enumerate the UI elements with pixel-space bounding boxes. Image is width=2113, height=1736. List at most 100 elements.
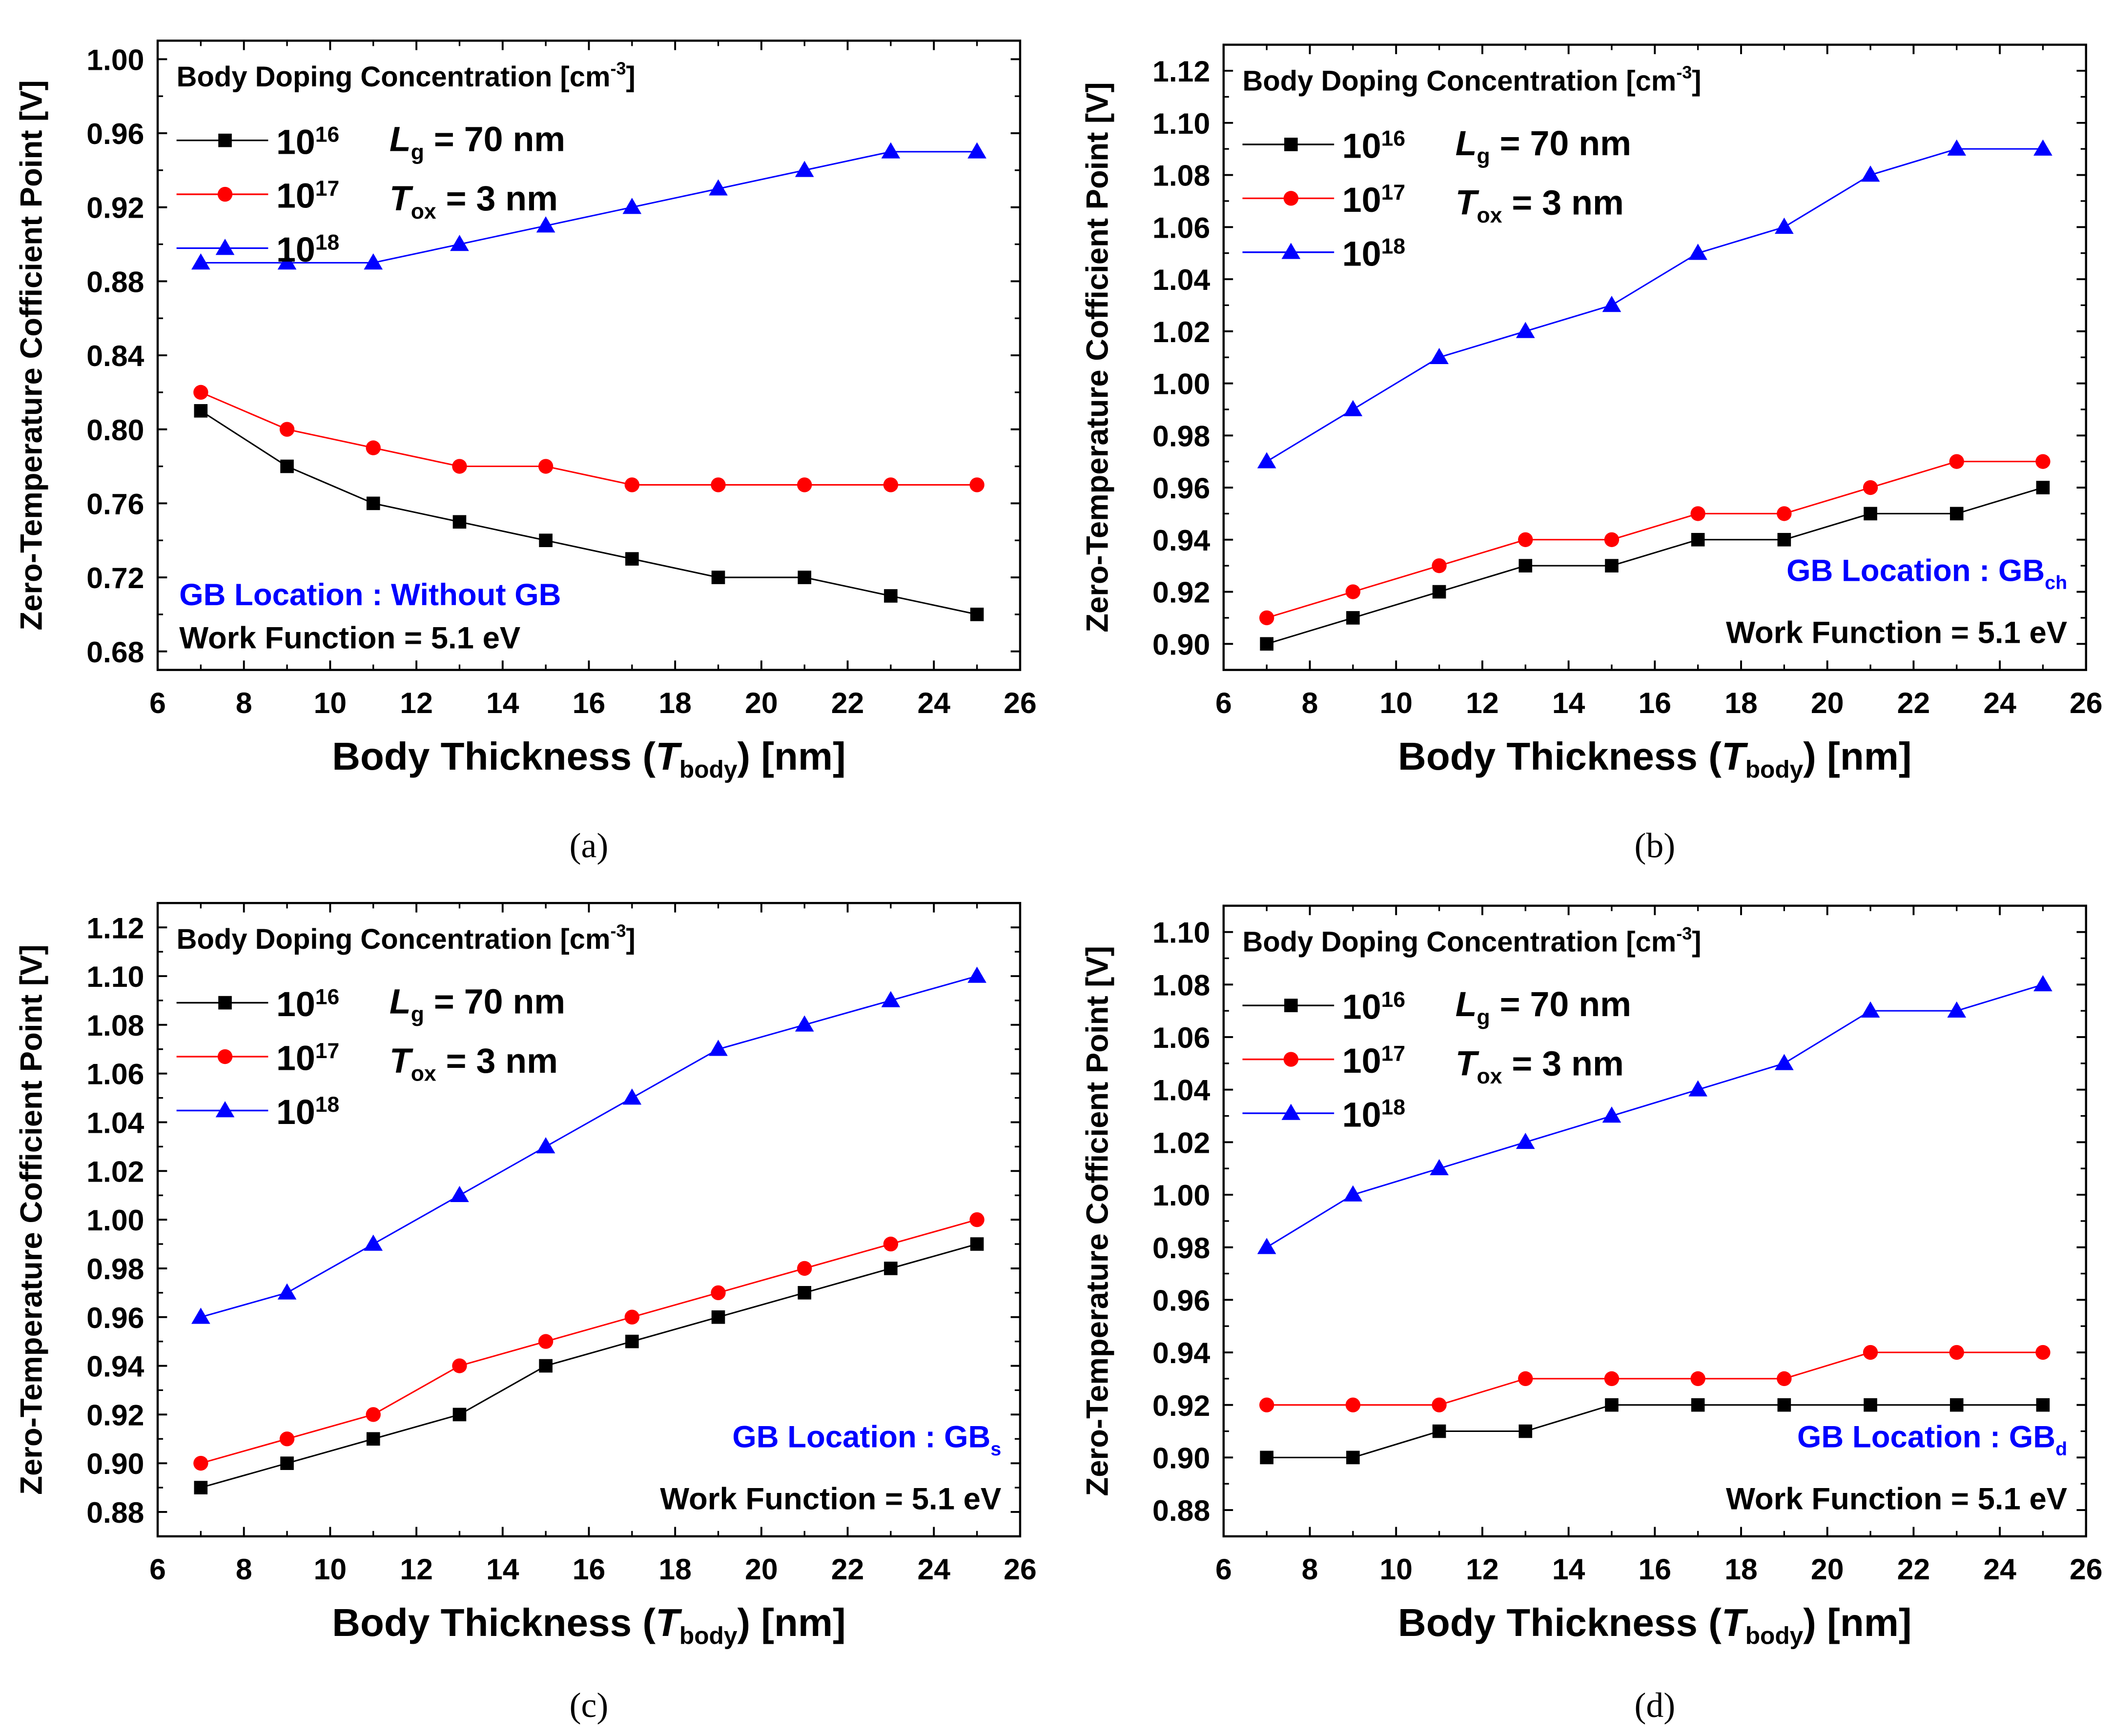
- data-point-triangle: [1861, 1001, 1880, 1018]
- gate-length-label-part: = 70 nm: [1490, 124, 1631, 163]
- x-tick-label-part: 24: [1983, 686, 2016, 719]
- x-tick-label-part: 20: [745, 686, 778, 719]
- y-tick-label-part: 0.84: [86, 339, 144, 372]
- y-tick-label: 1.06: [1152, 211, 1210, 244]
- data-point-circle: [538, 459, 554, 474]
- gb-location-label-part: GB Location : Without GB: [179, 578, 561, 612]
- x-tick-label: 12: [1466, 1552, 1499, 1586]
- y-tick-label: 1.12: [86, 911, 144, 944]
- x-tick-label: 20: [745, 686, 778, 719]
- oxide-thickness-label: Tox = 3 nm: [1456, 183, 1624, 227]
- x-tick-label: 22: [1897, 1552, 1930, 1586]
- x-axis-label-part: ) [nm]: [737, 735, 845, 778]
- y-tick-label-part: 0.96: [1152, 1284, 1210, 1317]
- y-tick-label-part: 0.72: [86, 561, 144, 594]
- data-point-square: [1260, 1450, 1273, 1465]
- series-line-10e17: [1267, 1351, 2043, 1406]
- x-tick-label: 8: [236, 1552, 252, 1586]
- data-point-circle: [797, 477, 812, 492]
- data-point-triangle: [622, 1088, 642, 1105]
- y-tick-label: 0.90: [1152, 628, 1210, 661]
- legend-label: 1017: [1342, 1042, 1405, 1081]
- data-point-triangle: [1430, 1159, 1449, 1175]
- gate-length-label-part: = 70 nm: [424, 120, 565, 159]
- legend-label-part: 16: [1381, 127, 1406, 151]
- data-point-triangle: [536, 216, 555, 233]
- oxide-thickness-label-part: ox: [411, 1062, 436, 1086]
- legend-title-part: -3: [611, 58, 626, 78]
- oxide-thickness-label-part: = 3 nm: [1502, 1044, 1623, 1083]
- y-tick-label: 0.88: [86, 265, 144, 298]
- y-tick-label: 0.88: [1152, 1494, 1210, 1527]
- legend-label-part: 10: [276, 985, 315, 1024]
- data-point-square: [452, 1408, 467, 1422]
- gate-length-label-part: g: [1477, 144, 1490, 168]
- y-tick-label-part: 0.90: [86, 1447, 144, 1480]
- x-tick-label: 16: [573, 1552, 606, 1586]
- legend-label-part: 10: [1342, 181, 1381, 220]
- data-point-square: [218, 133, 232, 147]
- panel-caption: (c): [570, 1686, 609, 1725]
- x-tick-label-part: 12: [400, 686, 433, 719]
- y-tick-label: 1.08: [1152, 968, 1210, 1001]
- x-axis-label: Body Thickness (Tbody) [nm]: [1398, 1601, 1912, 1650]
- data-point-square: [1864, 1398, 1877, 1412]
- y-tick-label-part: 0.92: [86, 1398, 144, 1431]
- data-point-circle: [279, 1431, 295, 1447]
- data-point-circle: [452, 459, 467, 474]
- legend-label-part: 18: [1381, 235, 1406, 259]
- x-tick-label-part: 22: [1897, 686, 1930, 719]
- x-tick-label: 18: [1724, 686, 1758, 719]
- gate-length-label-part: L: [390, 982, 411, 1021]
- x-tick-label-part: 18: [658, 1552, 692, 1586]
- y-tick-label: 1.06: [86, 1058, 144, 1091]
- panel-caption-part: (c): [570, 1686, 609, 1725]
- x-tick-label: 18: [658, 1552, 692, 1586]
- data-point-circle: [1863, 480, 1878, 495]
- x-tick-label-part: 6: [149, 1552, 166, 1586]
- gate-length-label-part: L: [1456, 985, 1477, 1024]
- legend-title-part: ]: [1692, 65, 1701, 97]
- legend-label-part: 10: [276, 123, 315, 162]
- y-tick-label-part: 0.94: [1152, 1336, 1210, 1369]
- x-tick-label: 16: [1639, 1552, 1672, 1586]
- x-tick-label: 24: [1983, 686, 2016, 719]
- y-tick-label: 1.08: [1152, 159, 1210, 192]
- x-axis-label-part: T: [656, 735, 682, 778]
- data-point-circle: [1690, 506, 1705, 521]
- data-point-square: [1432, 1424, 1446, 1438]
- y-tick-label-part: 1.08: [1152, 968, 1210, 1001]
- y-tick-label-part: 1.00: [1152, 1179, 1210, 1212]
- x-tick-label: 12: [400, 1552, 433, 1586]
- legend-label-part: 18: [315, 230, 340, 254]
- x-tick-label: 14: [486, 1552, 519, 1586]
- legend-label-part: 16: [1381, 988, 1406, 1012]
- y-tick-label: 1.02: [1152, 1126, 1210, 1159]
- legend-label-part: 10: [276, 230, 315, 269]
- data-point-circle: [538, 1334, 554, 1349]
- x-axis-label-part: Body Thickness (: [332, 1601, 656, 1644]
- data-point-circle: [1777, 1371, 1792, 1387]
- y-tick-label: 1.10: [1152, 916, 1210, 949]
- y-tick-label-part: 0.96: [1152, 471, 1210, 505]
- data-point-square: [711, 1310, 725, 1324]
- data-point-triangle: [1947, 139, 1967, 156]
- x-tick-label: 10: [314, 1552, 347, 1586]
- x-tick-label: 6: [149, 1552, 166, 1586]
- data-point-triangle: [215, 239, 235, 255]
- x-tick-label-part: 10: [1379, 1552, 1413, 1586]
- y-axis-label-part: Zero-Temperature Cofficient Point [V]: [1080, 82, 1114, 632]
- y-tick-label-part: 1.12: [1152, 55, 1210, 88]
- y-tick-label: 0.72: [86, 561, 144, 594]
- legend-title-part: Body Doping Concentration [cm: [1242, 927, 1676, 958]
- x-tick-label-part: 12: [1466, 1552, 1499, 1586]
- data-point-triangle: [1775, 217, 1794, 234]
- y-axis-label-part: Zero-Temperature Cofficient Point [V]: [15, 944, 49, 1494]
- work-function-label: Work Function = 5.1 eV: [660, 1482, 1001, 1516]
- y-tick-label-part: 0.92: [1152, 1389, 1210, 1422]
- x-tick-label: 22: [831, 1552, 864, 1586]
- y-tick-label-part: 1.08: [1152, 159, 1210, 192]
- x-axis-label: Body Thickness (Tbody) [nm]: [332, 1601, 846, 1650]
- x-tick-label-part: 6: [1215, 1552, 1232, 1586]
- y-tick-label-part: 0.88: [86, 1496, 144, 1529]
